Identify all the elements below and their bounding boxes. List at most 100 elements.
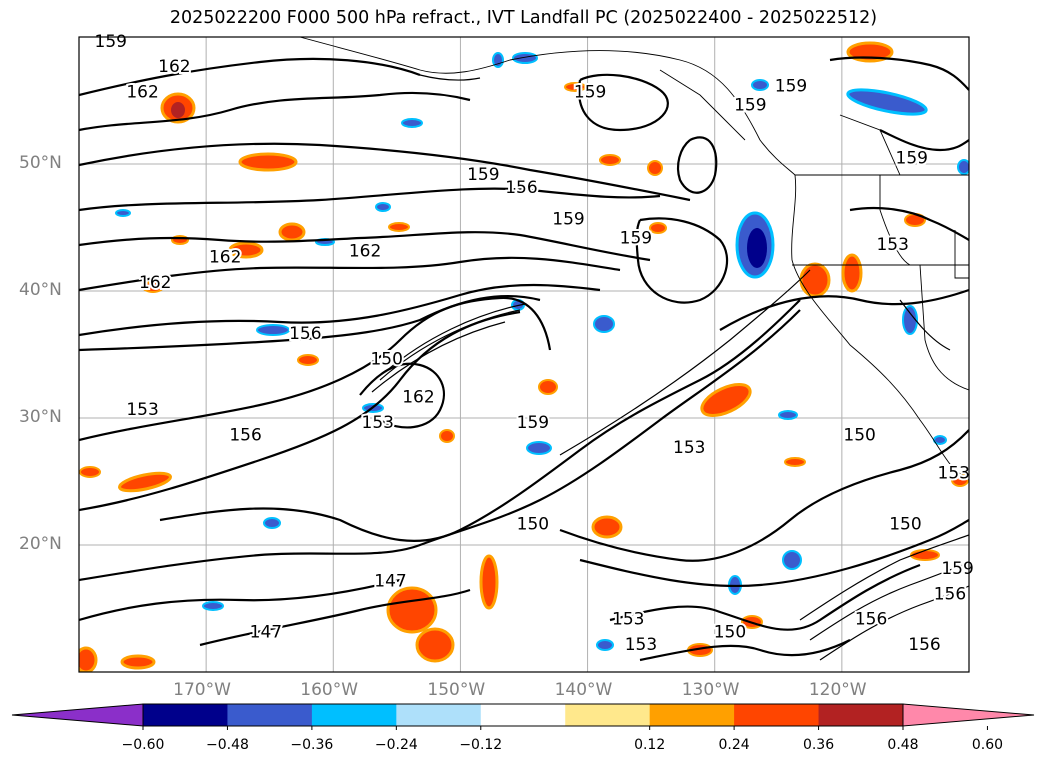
contour-label: 153 xyxy=(126,400,158,420)
contour-label: 159 xyxy=(517,413,549,433)
plot-area xyxy=(79,37,969,672)
positive-anomaly xyxy=(79,466,101,478)
contour-label: 153 xyxy=(612,610,644,630)
colorbar-tick-label: −0.60 xyxy=(121,737,165,753)
positive-anomaly xyxy=(238,152,298,172)
positive-anomaly xyxy=(171,102,185,118)
contour-label: 159 xyxy=(95,32,127,52)
colorbar-extend-high xyxy=(902,703,1035,727)
colorbar-segment xyxy=(396,704,482,726)
negative-anomaly xyxy=(256,324,290,336)
contour-label: 150 xyxy=(517,514,549,534)
contour-label: 150 xyxy=(889,514,921,534)
contour-label: 159 xyxy=(896,149,928,169)
lon-tick-label: 150°W xyxy=(427,680,486,700)
contour-label: 150 xyxy=(714,622,746,642)
lat-tick-label: 40°N xyxy=(19,280,62,300)
positive-anomaly xyxy=(910,549,940,561)
contour-label: 153 xyxy=(876,235,908,255)
contour-label: 162 xyxy=(126,83,158,103)
positive-anomaly xyxy=(799,262,831,298)
colorbar-tick-label: −0.12 xyxy=(459,737,503,753)
coastlines xyxy=(299,37,969,481)
lon-tick-label: 170°W xyxy=(173,680,231,700)
contour-label: 150 xyxy=(843,426,875,446)
negative-anomaly xyxy=(902,305,918,335)
contour-label: 159 xyxy=(734,95,766,115)
colorbar-extend-low xyxy=(11,703,144,727)
contour-label: 156 xyxy=(855,610,887,630)
lon-tick-label: 160°W xyxy=(300,680,359,700)
positive-anomaly xyxy=(118,471,172,493)
contour-label: 153 xyxy=(938,464,970,484)
colorbar xyxy=(11,703,1035,730)
contour-label: 159 xyxy=(552,210,584,230)
negative-anomaly xyxy=(778,410,798,420)
positive-anomaly xyxy=(297,354,319,366)
positive-anomaly xyxy=(599,154,621,166)
negative-anomaly xyxy=(202,601,224,611)
colorbar-segment xyxy=(311,704,397,726)
refractivity-contours xyxy=(79,56,969,662)
contour-label: 162 xyxy=(209,248,241,268)
colorbar-tick-label: 0.60 xyxy=(971,737,1004,753)
positive-anomaly xyxy=(79,646,98,672)
contour-label: 150 xyxy=(370,349,402,369)
colorbar-segment xyxy=(480,704,566,726)
contour-label: 159 xyxy=(574,83,606,103)
colorbar-segment xyxy=(227,704,313,726)
positive-anomaly xyxy=(439,429,455,443)
contour-label: 147 xyxy=(374,572,406,592)
positive-anomaly xyxy=(388,222,410,232)
negative-anomaly xyxy=(263,517,281,529)
positive-anomaly xyxy=(415,627,455,663)
positive-anomaly xyxy=(142,281,164,293)
negative-anomaly xyxy=(512,52,538,64)
chart-title: 2025022200 F000 500 hPa refract., IVT La… xyxy=(169,8,878,28)
negative-anomaly xyxy=(115,209,131,217)
negative-anomaly xyxy=(747,228,767,268)
contour-label: 156 xyxy=(934,584,966,604)
lon-tick-label: 140°W xyxy=(554,680,613,700)
positive-anomaly xyxy=(700,383,752,417)
contour-label: 159 xyxy=(941,559,973,579)
positive-anomaly xyxy=(386,586,438,634)
colorbar-tick-label: 0.12 xyxy=(634,737,666,753)
colorbar-segment xyxy=(649,704,735,726)
contour-label: 159 xyxy=(467,165,499,185)
positive-anomaly xyxy=(538,379,558,395)
contour-label: 156 xyxy=(505,178,537,198)
colorbar-segment xyxy=(143,704,228,726)
contour-label: 153 xyxy=(673,438,705,458)
colorbar-tick-label: −0.48 xyxy=(205,737,249,753)
contour-label: 159 xyxy=(620,229,652,249)
colorbar-tick-label: 0.24 xyxy=(718,737,750,753)
positive-anomaly xyxy=(120,654,156,670)
positive-anomaly xyxy=(784,457,806,467)
contour-label: 147 xyxy=(250,622,282,642)
colorbar-tick-label: 0.48 xyxy=(887,737,919,753)
positive-anomaly xyxy=(647,160,663,176)
colorbar-frame xyxy=(142,703,904,727)
contour-label: 162 xyxy=(139,273,171,293)
negative-anomaly xyxy=(957,159,969,175)
lat-tick-label: 50°N xyxy=(19,153,62,173)
negative-anomaly xyxy=(375,202,391,212)
contour-label: 153 xyxy=(625,635,657,655)
positive-anomaly xyxy=(591,515,623,539)
lat-tick-label: 20°N xyxy=(19,534,62,554)
contour-label: 159 xyxy=(775,76,807,96)
contour-label: 162 xyxy=(349,241,381,261)
negative-anomaly xyxy=(751,79,769,91)
positive-anomaly xyxy=(479,554,499,610)
colorbar-segment xyxy=(734,704,820,726)
negative-anomaly xyxy=(593,315,615,333)
negative-anomaly xyxy=(846,88,928,116)
colorbar-tick-label: −0.36 xyxy=(290,737,334,753)
lon-tick-label: 130°W xyxy=(681,680,740,700)
colorbar-segment xyxy=(818,704,904,726)
colorbar-segment xyxy=(565,704,651,726)
positive-anomaly xyxy=(649,222,667,234)
thin-contours xyxy=(371,74,969,661)
